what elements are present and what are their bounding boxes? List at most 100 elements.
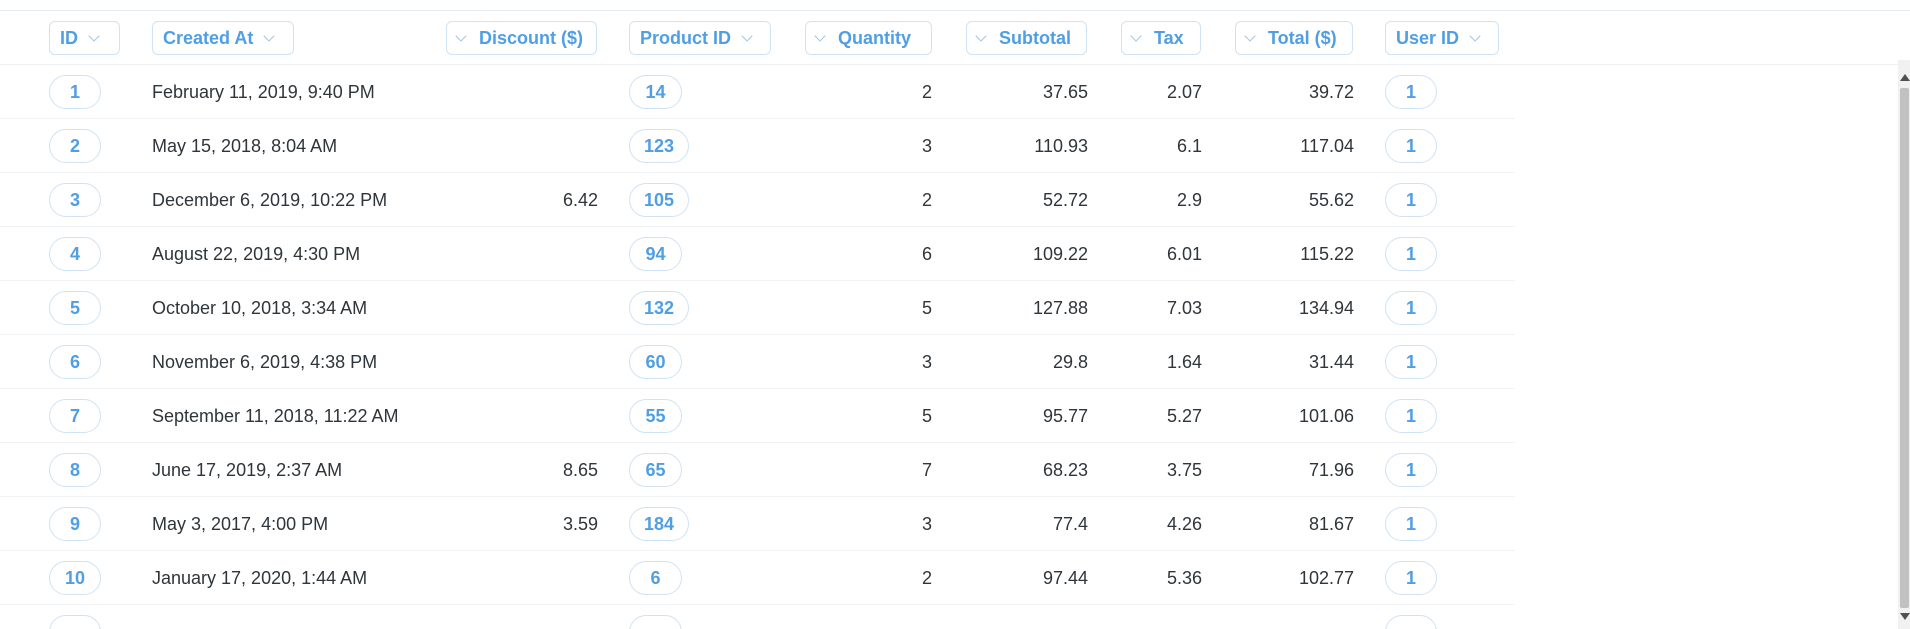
user-id-pill[interactable]: 1 bbox=[1385, 399, 1437, 433]
scrollbar-thumb[interactable] bbox=[1900, 88, 1909, 608]
id-pill[interactable]: 3 bbox=[49, 183, 101, 217]
id-pill[interactable]: 9 bbox=[49, 507, 101, 541]
discount-cell bbox=[450, 551, 598, 605]
created-at-cell: May 15, 2018, 8:04 AM bbox=[152, 135, 338, 156]
subtotal-cell: 52.72 bbox=[1042, 189, 1088, 210]
chevron-down-icon bbox=[975, 29, 987, 42]
product-id-pill[interactable]: 105 bbox=[629, 183, 689, 217]
column-header-label: Quantity bbox=[838, 27, 912, 48]
quantity-cell: 5 bbox=[921, 297, 932, 318]
product-id-pill[interactable]: 60 bbox=[629, 345, 682, 379]
total-cell: 101.06 bbox=[1298, 405, 1354, 426]
discount-cell bbox=[450, 227, 598, 281]
user-id-pill[interactable]: 1 bbox=[1385, 291, 1437, 325]
column-header-id[interactable]: ID bbox=[49, 21, 120, 55]
orders-table: ID Created At Discount ($) Product ID Qu… bbox=[0, 10, 1898, 629]
total-cell: 115.22 bbox=[1300, 243, 1354, 264]
id-pill[interactable]: 8 bbox=[49, 453, 101, 487]
discount-cell bbox=[450, 281, 598, 335]
tax-cell: 2.9 bbox=[1176, 189, 1202, 210]
product-id-pill[interactable]: 6 bbox=[629, 561, 682, 595]
product-id-pill[interactable]: 14 bbox=[629, 75, 682, 109]
table-row: 2 May 15, 2018, 8:04 AM 123 3 110.93 6.1… bbox=[0, 119, 1515, 173]
table-row-partial bbox=[0, 605, 1515, 629]
user-id-pill[interactable] bbox=[1385, 615, 1437, 629]
user-id-pill[interactable]: 1 bbox=[1385, 237, 1437, 271]
discount-cell bbox=[450, 389, 598, 443]
subtotal-cell: 29.8 bbox=[1052, 351, 1088, 372]
column-header-quantity[interactable]: Quantity bbox=[805, 21, 932, 55]
column-header-label: Created At bbox=[163, 27, 254, 48]
id-pill[interactable]: 5 bbox=[49, 291, 101, 325]
product-id-pill[interactable]: 132 bbox=[629, 291, 689, 325]
id-pill[interactable]: 6 bbox=[49, 345, 101, 379]
id-pill[interactable]: 2 bbox=[49, 129, 101, 163]
table-row: 7 September 11, 2018, 11:22 AM 55 5 95.7… bbox=[0, 389, 1515, 443]
table-row: 3 December 6, 2019, 10:22 PM 6.42 105 2 … bbox=[0, 173, 1515, 227]
product-id-pill[interactable]: 94 bbox=[629, 237, 682, 271]
user-id-pill[interactable]: 1 bbox=[1385, 561, 1437, 595]
table-row: 9 May 3, 2017, 4:00 PM 3.59 184 3 77.4 4… bbox=[0, 497, 1515, 551]
column-header-created-at[interactable]: Created At bbox=[152, 21, 294, 55]
column-header-user-id[interactable]: User ID bbox=[1385, 21, 1499, 55]
id-pill[interactable]: 1 bbox=[49, 75, 101, 109]
total-cell: 55.62 bbox=[1308, 189, 1354, 210]
tax-cell: 1.64 bbox=[1166, 351, 1202, 372]
scroll-down-arrow-icon[interactable] bbox=[1900, 613, 1910, 620]
total-cell: 71.96 bbox=[1308, 459, 1354, 480]
total-cell: 81.67 bbox=[1308, 513, 1354, 534]
user-id-pill[interactable]: 1 bbox=[1385, 345, 1437, 379]
product-id-pill[interactable]: 184 bbox=[629, 507, 689, 541]
discount-cell bbox=[450, 119, 598, 173]
tax-cell: 3.75 bbox=[1166, 459, 1202, 480]
quantity-cell: 3 bbox=[921, 513, 932, 534]
table-row: 1 February 11, 2019, 9:40 PM 14 2 37.65 … bbox=[0, 65, 1515, 119]
discount-cell bbox=[450, 335, 598, 389]
total-cell: 117.04 bbox=[1300, 135, 1354, 156]
subtotal-cell: 68.23 bbox=[1042, 459, 1088, 480]
column-header-discount[interactable]: Discount ($) bbox=[446, 21, 597, 55]
user-id-pill[interactable]: 1 bbox=[1385, 507, 1437, 541]
id-pill[interactable]: 10 bbox=[49, 561, 101, 595]
scroll-up-arrow-icon[interactable] bbox=[1900, 74, 1910, 81]
user-id-pill[interactable]: 1 bbox=[1385, 183, 1437, 217]
column-header-label: Total ($) bbox=[1268, 27, 1337, 48]
product-id-pill[interactable]: 123 bbox=[629, 129, 689, 163]
user-id-pill[interactable]: 1 bbox=[1385, 453, 1437, 487]
table-row: 5 October 10, 2018, 3:34 AM 132 5 127.88… bbox=[0, 281, 1515, 335]
subtotal-cell: 109.22 bbox=[1032, 243, 1088, 264]
created-at-cell: September 11, 2018, 11:22 AM bbox=[152, 405, 399, 426]
column-header-tax[interactable]: Tax bbox=[1121, 21, 1201, 55]
tax-cell: 2.07 bbox=[1166, 81, 1202, 102]
created-at-cell: December 6, 2019, 10:22 PM bbox=[152, 189, 388, 210]
total-cell: 102.77 bbox=[1298, 567, 1354, 588]
chevron-down-icon bbox=[88, 29, 100, 42]
id-pill[interactable] bbox=[49, 615, 101, 629]
quantity-cell: 3 bbox=[921, 135, 932, 156]
id-pill[interactable]: 7 bbox=[49, 399, 101, 433]
product-id-pill[interactable] bbox=[629, 615, 682, 629]
product-id-pill[interactable]: 55 bbox=[629, 399, 682, 433]
chevron-down-icon bbox=[1130, 29, 1142, 42]
created-at-cell: February 11, 2019, 9:40 PM bbox=[152, 81, 375, 102]
total-cell: 134.94 bbox=[1298, 297, 1354, 318]
column-header-total[interactable]: Total ($) bbox=[1235, 21, 1353, 55]
user-id-pill[interactable]: 1 bbox=[1385, 75, 1437, 109]
column-header-label: Subtotal bbox=[999, 27, 1071, 48]
created-at-cell: May 3, 2017, 4:00 PM bbox=[152, 513, 329, 534]
product-id-pill[interactable]: 65 bbox=[629, 453, 682, 487]
column-header-label: Discount ($) bbox=[479, 27, 584, 48]
subtotal-cell: 97.44 bbox=[1042, 567, 1088, 588]
discount-cell: 8.65 bbox=[562, 459, 598, 480]
id-pill[interactable]: 4 bbox=[49, 237, 101, 271]
table-row: 4 August 22, 2019, 4:30 PM 94 6 109.22 6… bbox=[0, 227, 1515, 281]
column-header-label: ID bbox=[60, 27, 78, 48]
tax-cell: 5.27 bbox=[1166, 405, 1202, 426]
column-header-product-id[interactable]: Product ID bbox=[629, 21, 771, 55]
column-header-subtotal[interactable]: Subtotal bbox=[966, 21, 1087, 55]
chevron-down-icon bbox=[741, 29, 753, 42]
subtotal-cell: 37.65 bbox=[1042, 81, 1088, 102]
discount-cell bbox=[450, 65, 598, 119]
quantity-cell: 2 bbox=[921, 189, 932, 210]
user-id-pill[interactable]: 1 bbox=[1385, 129, 1437, 163]
